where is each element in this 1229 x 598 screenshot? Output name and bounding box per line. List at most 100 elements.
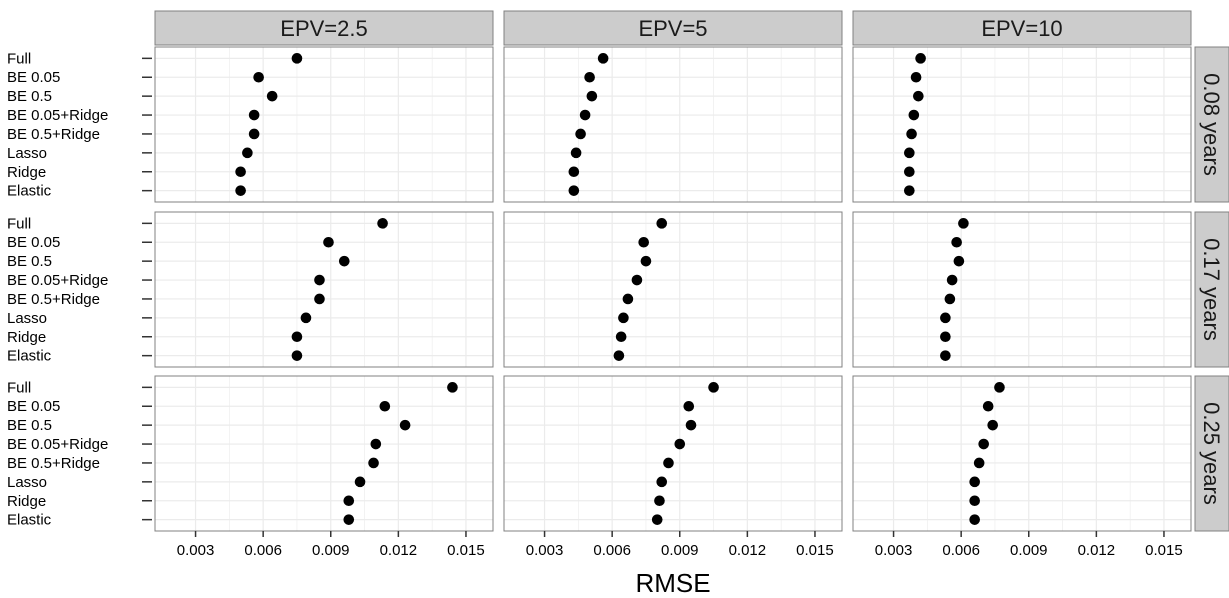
data-point	[613, 350, 625, 361]
data-point	[708, 382, 719, 393]
data-point	[969, 476, 980, 488]
data-point	[944, 293, 956, 305]
data-point	[904, 147, 915, 159]
category-label: BE 0.5+Ridge	[7, 126, 100, 143]
panel-border	[503, 375, 843, 532]
data-point	[656, 476, 668, 488]
data-point	[379, 400, 391, 412]
data-point	[300, 312, 312, 324]
panel-border	[852, 211, 1192, 368]
data-point	[377, 218, 388, 229]
category-label: Lasso	[7, 145, 47, 162]
panel-border	[154, 211, 494, 368]
facet-strip-row	[1194, 211, 1229, 368]
x-tick-label: 0.015	[447, 542, 485, 559]
category-label: BE 0.05+Ridge	[7, 107, 108, 124]
x-tick-label: 0.003	[526, 542, 564, 559]
category-label: BE 0.05+Ridge	[7, 436, 108, 453]
data-point	[291, 53, 303, 64]
data-point	[953, 255, 965, 267]
data-point	[969, 514, 980, 525]
category-label: BE 0.05	[7, 398, 60, 415]
panel-border	[154, 46, 494, 203]
data-point	[586, 90, 598, 102]
data-point	[343, 495, 355, 507]
data-point	[638, 236, 650, 248]
facet-label-col: EPV=5	[638, 16, 707, 41]
facet-label-row: 0.08 years	[1199, 73, 1224, 176]
x-tick-label: 0.003	[875, 542, 913, 559]
data-point	[987, 419, 999, 431]
panel-background	[504, 376, 842, 531]
x-tick-label: 0.009	[312, 542, 350, 559]
category-label: BE 0.5+Ridge	[7, 455, 100, 472]
facet-label-col: EPV=2.5	[280, 16, 367, 41]
data-point	[579, 109, 591, 121]
facet-strip-col	[154, 10, 494, 46]
data-point	[399, 419, 411, 431]
category-label: BE 0.5	[7, 417, 52, 434]
data-point	[235, 185, 246, 196]
data-point	[291, 331, 303, 343]
data-point	[940, 312, 951, 324]
data-point	[291, 350, 303, 361]
data-point	[969, 495, 980, 507]
data-point	[354, 476, 366, 488]
panel-border	[852, 375, 1192, 532]
category-label: Ridge	[7, 493, 46, 510]
data-point	[946, 274, 958, 286]
x-tick-label: 0.006	[593, 542, 631, 559]
data-point	[242, 147, 253, 159]
data-point	[904, 185, 915, 196]
facet-strip-row	[1194, 375, 1229, 532]
x-tick-label: 0.003	[177, 542, 215, 559]
data-point	[570, 147, 582, 159]
panel-background	[155, 47, 493, 202]
data-point	[910, 71, 922, 83]
panel-border	[852, 46, 1192, 203]
data-point	[248, 109, 260, 121]
panel-border	[503, 46, 843, 203]
data-point	[631, 274, 643, 286]
panel-background	[504, 47, 842, 202]
data-point	[973, 457, 985, 469]
category-label: Elastic	[7, 348, 52, 365]
category-label: BE 0.05	[7, 234, 60, 251]
panel-background	[853, 47, 1191, 202]
category-label: BE 0.5	[7, 253, 52, 270]
category-label: BE 0.05	[7, 69, 60, 86]
x-tick-label: 0.012	[1078, 542, 1116, 559]
category-label: BE 0.5+Ridge	[7, 291, 100, 308]
facet-label-row: 0.25 years	[1199, 402, 1224, 505]
category-label: Lasso	[7, 310, 47, 327]
x-tick-label: 0.009	[1010, 542, 1048, 559]
x-tick-label: 0.006	[942, 542, 980, 559]
x-tick-label: 0.009	[661, 542, 699, 559]
data-point	[656, 218, 668, 229]
data-point	[906, 128, 917, 140]
x-tick-label: 0.006	[244, 542, 282, 559]
data-point	[904, 166, 915, 178]
data-point	[575, 128, 586, 140]
data-point	[568, 185, 580, 196]
data-point	[314, 274, 325, 286]
x-tick-label: 0.012	[729, 542, 767, 559]
x-axis-title: RMSE	[635, 568, 710, 598]
data-point	[663, 457, 674, 469]
panel-border	[154, 375, 494, 532]
category-label: Ridge	[7, 329, 46, 346]
data-point	[323, 236, 334, 248]
data-point	[622, 293, 634, 305]
data-point	[651, 514, 663, 525]
data-point	[683, 400, 695, 412]
data-point	[951, 236, 962, 248]
data-point	[940, 350, 951, 361]
data-point	[314, 293, 325, 305]
category-label: Full	[7, 50, 31, 67]
data-point	[266, 90, 278, 102]
category-label: BE 0.05+Ridge	[7, 272, 108, 289]
data-point	[253, 71, 264, 83]
data-point	[597, 53, 609, 64]
data-point	[674, 438, 686, 450]
data-point	[343, 514, 355, 525]
